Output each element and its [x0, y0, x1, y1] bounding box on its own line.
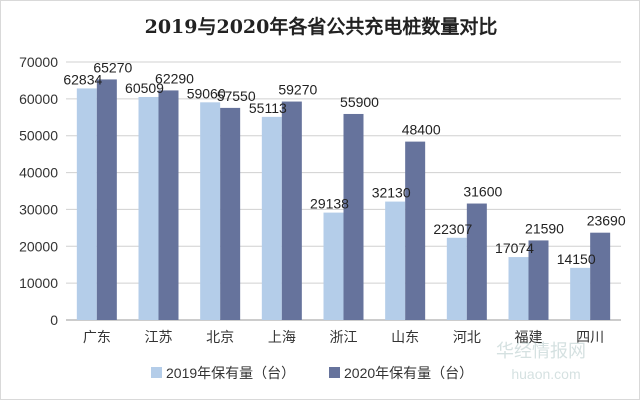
- bar-2020: [590, 232, 611, 320]
- bar-2019: [508, 257, 529, 320]
- watermark: 华经情报网 huaon.com: [496, 341, 586, 382]
- x-tick-label: 四川: [576, 329, 604, 345]
- bar-2020: [281, 101, 302, 320]
- y-tick-label: 10000: [19, 275, 58, 291]
- data-label: 21590: [525, 220, 564, 236]
- y-tick-label: 50000: [19, 128, 58, 144]
- chart-title: 2019与2020年各省公共充电桩数量对比: [145, 15, 498, 38]
- data-label: 23690: [587, 213, 626, 229]
- data-label: 59270: [278, 82, 317, 98]
- x-tick-label: 北京: [206, 329, 234, 345]
- y-tick-label: 60000: [19, 91, 58, 107]
- x-tick-label: 浙江: [330, 329, 358, 345]
- watermark-name: 华经情报网: [496, 341, 586, 361]
- data-label: 48400: [402, 122, 441, 138]
- bar-2020: [466, 203, 487, 320]
- x-tick-label: 河北: [453, 329, 481, 345]
- y-tick-label: 30000: [19, 201, 58, 217]
- data-label: 62834: [63, 71, 102, 87]
- legend-swatch: [151, 367, 162, 378]
- bar-2020: [528, 240, 549, 320]
- data-label: 22307: [433, 221, 472, 237]
- x-tick-label: 福建: [515, 329, 543, 345]
- bar-2020: [158, 90, 179, 320]
- data-label: 60509: [125, 80, 164, 96]
- x-tick-label: 广东: [83, 329, 111, 345]
- bar-2020: [96, 79, 117, 320]
- bar-2019: [76, 88, 97, 320]
- bar-2020: [343, 113, 364, 321]
- data-label: 62290: [155, 70, 194, 86]
- bar-2019: [138, 96, 159, 321]
- bar-2020: [220, 107, 241, 320]
- legend-label: 2020年保有量（台）: [344, 365, 473, 381]
- data-label: 65270: [93, 59, 132, 75]
- x-tick-label: 上海: [268, 329, 296, 345]
- bar-2019: [385, 201, 406, 320]
- bar-2020: [405, 141, 426, 320]
- y-tick-label: 20000: [19, 238, 58, 254]
- x-tick-label: 江苏: [145, 329, 173, 345]
- bar-2019: [570, 267, 591, 320]
- data-label: 17074: [495, 240, 534, 256]
- x-tick-label: 山东: [391, 329, 419, 345]
- watermark-url: huaon.com: [511, 366, 580, 382]
- data-label: 59060: [187, 85, 226, 101]
- legend-label: 2019年保有量（台）: [166, 365, 295, 381]
- bar-2019: [261, 116, 282, 320]
- y-tick-label: 70000: [19, 54, 58, 70]
- y-tick-label: 0: [50, 312, 58, 328]
- data-label: 14150: [557, 251, 596, 267]
- data-label: 32130: [372, 185, 411, 201]
- data-label: 55900: [340, 94, 379, 110]
- data-label: 31600: [463, 184, 502, 200]
- bar-2019: [446, 237, 467, 320]
- data-label: 29138: [310, 196, 349, 212]
- data-label: 55113: [249, 100, 287, 116]
- bar-2019: [323, 212, 344, 320]
- legend-swatch: [329, 367, 340, 378]
- bar-2019: [200, 102, 221, 320]
- y-tick-label: 40000: [19, 165, 58, 181]
- data-label: 57550: [217, 88, 256, 104]
